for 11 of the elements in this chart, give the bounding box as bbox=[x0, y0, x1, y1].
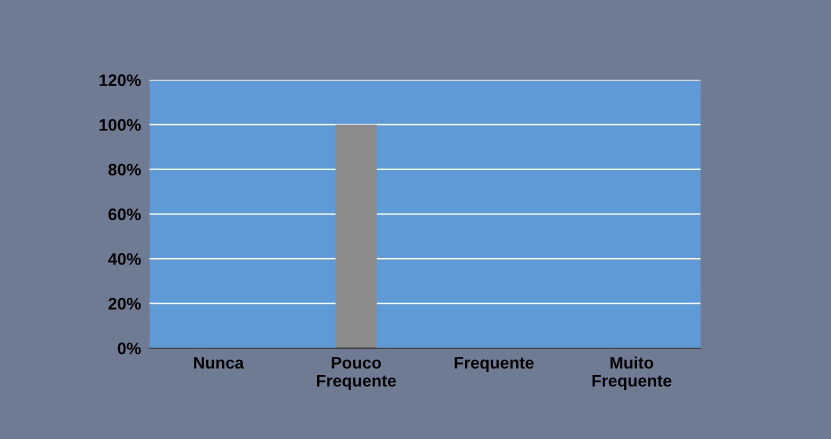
y-tick-label: 0% bbox=[118, 342, 141, 354]
y-tick-label: 20% bbox=[108, 298, 141, 310]
y-tick-label: 60% bbox=[108, 208, 141, 220]
x-tick-label: Muito Frequente bbox=[592, 356, 672, 390]
x-tick-label: Nunca bbox=[194, 357, 244, 369]
x-tick-label: Frequente bbox=[454, 357, 534, 372]
y-tick-label: 40% bbox=[108, 253, 141, 265]
y-tick-label: 80% bbox=[108, 164, 141, 176]
y-tick-label: 120% bbox=[100, 74, 141, 86]
y-tick-label: 100% bbox=[100, 119, 141, 131]
x-tick-label: Pouco Frequente bbox=[317, 357, 396, 390]
